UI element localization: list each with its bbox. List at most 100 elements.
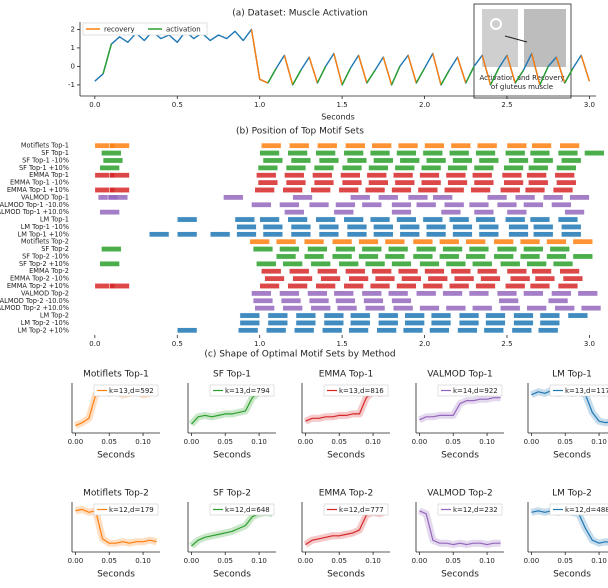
legend-box <box>549 384 608 397</box>
panel-title: LM Top-1 <box>552 370 592 380</box>
row-label: VALMOD Top-1 <box>21 193 69 201</box>
motif-segment <box>259 150 280 156</box>
motif-segment <box>335 246 356 252</box>
motif-segment <box>322 327 343 334</box>
motif-segment <box>531 268 552 275</box>
motif-segment <box>236 224 257 230</box>
inset-caption: of gluteus muscle <box>491 83 553 91</box>
inset-arrow <box>504 35 528 43</box>
motif-segment <box>287 283 308 289</box>
motif-segment <box>457 327 478 334</box>
x-tick-label: 0.10 <box>591 438 607 446</box>
motif-segment <box>503 179 524 186</box>
legend-box <box>323 503 389 516</box>
motif-segment <box>350 320 371 326</box>
x-tick-label: 0.10 <box>365 438 381 446</box>
motif-segment <box>391 297 412 304</box>
x-tick-label: 0.00 <box>68 438 84 446</box>
x-tick-label: 0.10 <box>251 438 267 446</box>
motif-segment <box>419 305 440 312</box>
motif-segment <box>475 216 496 223</box>
motif-segment <box>282 187 303 193</box>
motif-segment <box>292 194 313 201</box>
x-tick-label: 2.0 <box>419 340 430 348</box>
motif-segment <box>468 201 490 208</box>
motif-segment <box>259 216 280 223</box>
motif-segment <box>425 231 447 238</box>
motif-segment <box>378 194 399 201</box>
motif-segment <box>498 297 519 304</box>
panel-title: EMMA Top-1 <box>319 370 373 380</box>
motif-segment <box>99 164 120 171</box>
motif-segment <box>447 164 468 171</box>
row-label: VALMOD Top-2 -10.0% <box>0 297 69 305</box>
motif-segment <box>338 187 359 193</box>
motif-segment <box>577 290 598 297</box>
motif-segment <box>493 238 514 245</box>
row-label: VALMOD Top-2 +10.0% <box>0 304 69 312</box>
panel-title: Motiflets Top-2 <box>83 489 149 499</box>
x-axis-label: Seconds <box>327 451 365 461</box>
motif-segment <box>552 260 574 267</box>
motif-segment <box>401 275 422 282</box>
motif-segment <box>148 231 170 238</box>
chart-title: (c) Shape of Optimal Motif Sets by Metho… <box>204 350 395 360</box>
row-label: SF Top-2 +10% <box>19 260 69 268</box>
motif-segment <box>473 179 495 186</box>
row-label: VALMOD Top-1 +10.0% <box>0 208 69 216</box>
x-tick-label: 2.5 <box>501 340 512 348</box>
motif-segment <box>486 194 508 201</box>
motif-segment <box>514 194 536 201</box>
motif-segment <box>562 275 584 282</box>
motif-segment <box>285 179 307 186</box>
panel-title: SF Top-1 <box>213 370 251 380</box>
motif-segment <box>478 157 499 164</box>
x-tick-label: 0.10 <box>135 557 151 565</box>
x-tick-label: 0.00 <box>298 438 314 446</box>
motif-segment <box>331 238 353 245</box>
motif-segment <box>308 297 330 304</box>
motif-segment <box>397 142 419 149</box>
x-tick-label: 0.05 <box>557 438 573 446</box>
motif-segment <box>572 238 593 245</box>
motif-segment <box>542 194 564 201</box>
motif-segment <box>508 157 529 164</box>
motif-segment <box>234 216 255 223</box>
motif-segment <box>101 246 122 252</box>
motif-segment <box>554 305 575 312</box>
motif-segment <box>475 283 496 289</box>
motif-segment <box>318 231 340 238</box>
row-label: SF Top-2 -10% <box>22 252 69 260</box>
motif-segment <box>295 312 316 319</box>
motif-segment <box>254 187 275 193</box>
motif-segment <box>422 283 443 289</box>
motif-segment <box>416 246 437 252</box>
motif-segment <box>364 305 386 312</box>
motif-segment <box>282 260 303 267</box>
motif-segment <box>523 246 544 252</box>
motif-segment <box>107 194 129 201</box>
motif-segment <box>280 297 302 304</box>
row-label: LM Top-2 <box>40 312 69 320</box>
motif-segment <box>539 320 560 326</box>
motif-segment <box>345 142 366 149</box>
x-tick-label: 0.00 <box>184 438 200 446</box>
motif-segment <box>402 327 424 334</box>
motif-segment <box>526 305 547 312</box>
motif-segment <box>323 320 345 326</box>
inset-marker <box>490 18 502 30</box>
motif-segment <box>551 201 572 208</box>
motif-segment <box>444 201 465 208</box>
motif-segment <box>508 224 529 230</box>
motif-segment <box>458 312 480 319</box>
motif-segment <box>373 231 394 238</box>
motif-segment <box>343 150 364 156</box>
motif-segment <box>391 209 412 216</box>
row-label: LM Top-2 -10% <box>21 319 69 327</box>
motif-segment <box>531 142 552 149</box>
motif-segment <box>557 216 579 223</box>
motif-segment <box>399 224 420 230</box>
row-label: SF Top-1 -10% <box>22 156 69 164</box>
chart-title: (b) Position of Top Motif Sets <box>236 127 364 137</box>
motif-segment <box>394 179 415 186</box>
